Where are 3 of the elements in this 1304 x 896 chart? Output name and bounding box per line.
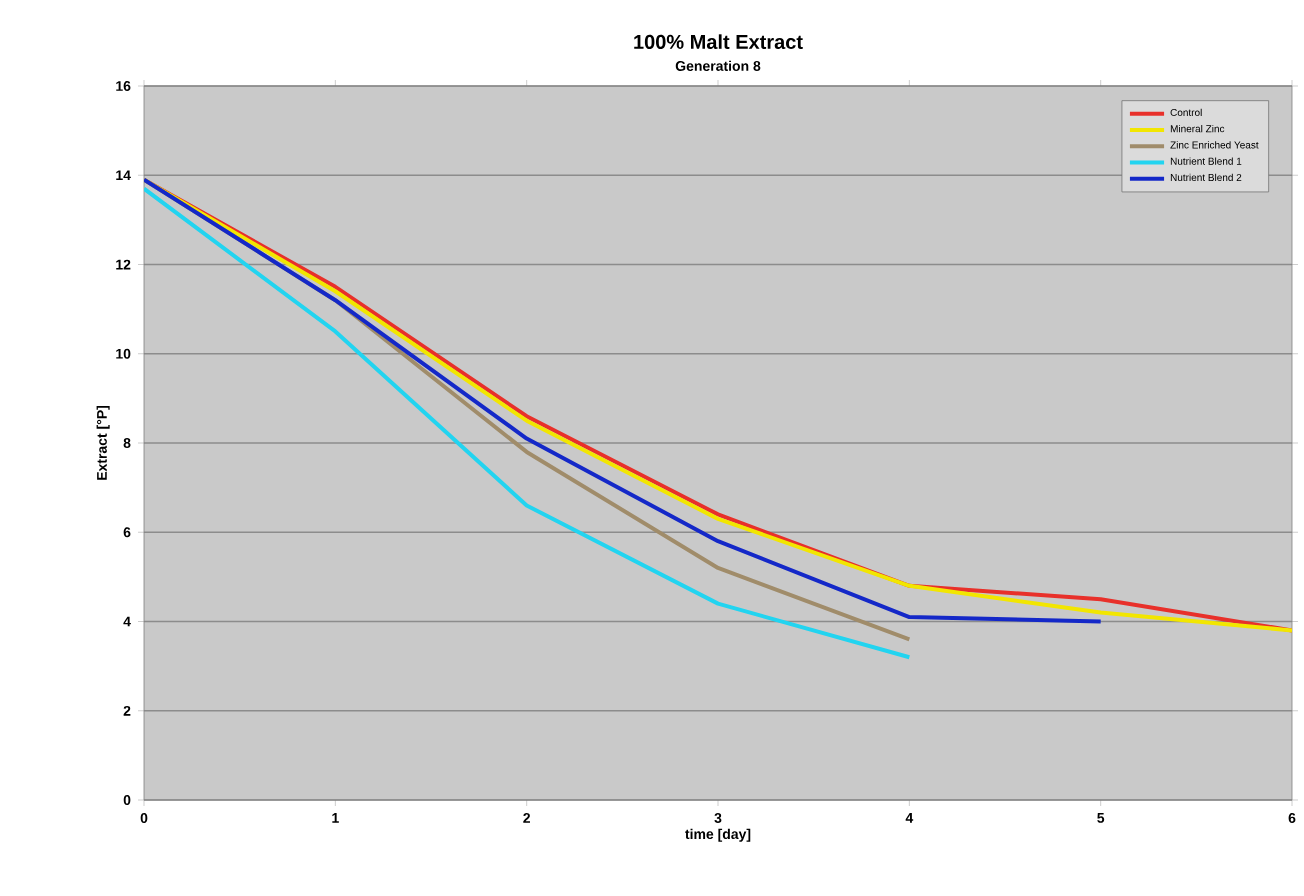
line-series <box>144 177 1293 633</box>
line-series <box>144 177 1103 624</box>
chart-title: 100% Malt Extract <box>634 34 803 49</box>
